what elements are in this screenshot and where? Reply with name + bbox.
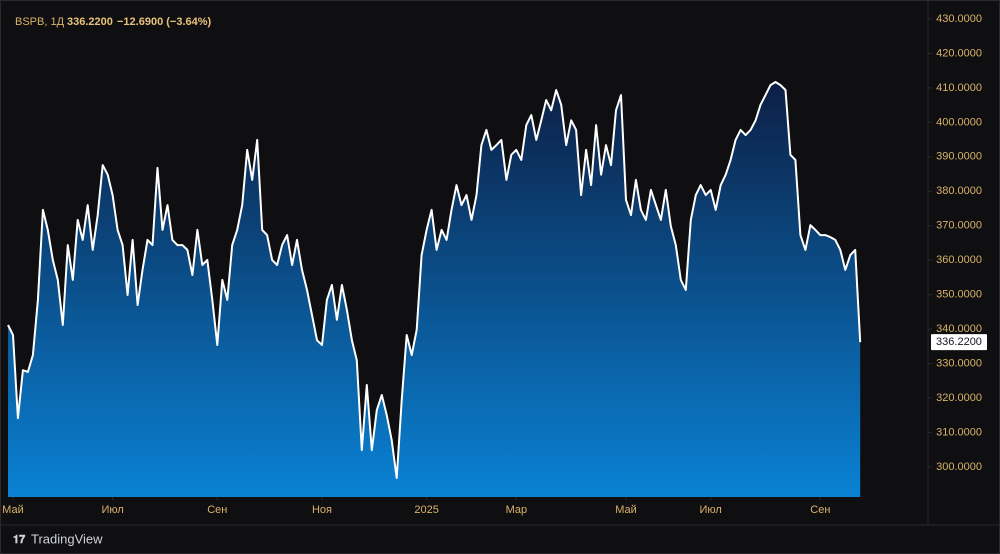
x-tick-label: Июл <box>700 504 722 516</box>
last-price-box <box>931 334 987 351</box>
y-tick-label: 360.0000 <box>936 254 982 266</box>
y-tick-label: 310.0000 <box>936 426 982 438</box>
symbol: BSPB, 1Д <box>15 16 65 28</box>
y-tick-label: 380.0000 <box>936 185 982 197</box>
y-tick-label: 350.0000 <box>936 289 982 301</box>
price: 336.2200 <box>67 16 113 28</box>
x-tick-label: Май <box>615 504 637 516</box>
change: −12.6900 (−3.64%) <box>117 16 212 28</box>
logo-mark: 𝟏𝟕 <box>13 534 26 546</box>
y-tick-label: 370.0000 <box>936 220 982 232</box>
y-tick-label: 330.0000 <box>936 358 982 370</box>
y-tick-label: 300.0000 <box>936 461 982 473</box>
y-tick-label: 400.0000 <box>936 116 982 128</box>
y-tick-label: 410.0000 <box>936 82 982 94</box>
x-tick-label: Май <box>2 504 24 516</box>
x-tick-label: 2025 <box>414 504 438 516</box>
x-tick-label: Сен <box>207 504 227 516</box>
y-tick-label: 320.0000 <box>936 392 982 404</box>
area-fill <box>8 82 861 497</box>
y-tick-label: 390.0000 <box>936 151 982 163</box>
price-line <box>7 81 862 479</box>
brand[interactable]: TradingView <box>31 531 103 546</box>
x-tick-label: Июл <box>101 504 123 516</box>
y-tick-label: 340.0000 <box>936 323 982 335</box>
x-tick-label: Ноя <box>312 504 332 516</box>
y-tick-label: 420.0000 <box>936 47 982 59</box>
x-tick-label: Сен <box>810 504 830 516</box>
x-tick-label: Мар <box>506 504 528 516</box>
y-tick-label: 430.0000 <box>936 13 982 25</box>
plot <box>7 81 862 497</box>
last-price-label: 336.2200 <box>936 336 982 348</box>
